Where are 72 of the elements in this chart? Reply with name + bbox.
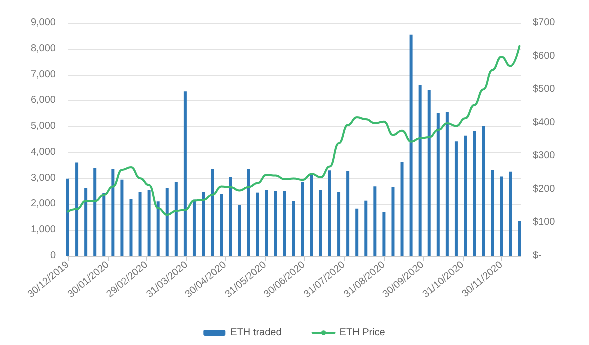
bar [211,169,214,256]
y-tick-label: 7,000 [30,69,56,80]
y-tick-label: 8,000 [30,43,56,54]
bar [310,173,314,256]
bar [220,194,224,256]
bar [319,190,322,256]
bar [436,113,440,256]
bar [374,186,377,256]
bar [500,176,504,256]
bar [301,182,304,256]
y-tick-label: 6,000 [30,95,56,106]
bar [328,170,332,256]
bar [120,180,124,256]
y-tick-label: 9,000 [30,18,56,28]
bar [174,182,178,256]
bar [192,200,196,256]
y2-tick-label: $500 [533,84,556,96]
line-series [67,45,521,216]
y2-tick-label: $400 [533,117,556,128]
y-tick-label: 3,000 [30,172,56,184]
bar [338,192,341,256]
bar [346,171,350,256]
bar [274,192,278,256]
bar [292,201,296,256]
bar [265,190,268,256]
bar [238,205,242,256]
bar [76,162,79,256]
bar [138,192,142,256]
bar [518,221,522,256]
bar [491,170,494,256]
y2-tick-label: $- [533,250,542,262]
bar [392,187,395,256]
bar [410,34,413,256]
bar [428,90,431,256]
legend-label: ETH Price [340,328,386,338]
bar [400,162,404,256]
bar [283,192,286,256]
bar [102,193,106,256]
bar [356,208,359,256]
bar [454,142,458,256]
y-tick-label: 5,000 [30,121,56,132]
bar [229,177,232,256]
bar [256,192,260,256]
y2-tick-label: $600 [533,50,556,62]
bar [148,190,151,256]
legend-label: ETH traded [230,328,282,338]
y-tick-label: 2,000 [30,198,56,210]
bar [112,170,115,256]
bar [130,199,133,256]
bar [184,92,187,256]
bar [166,188,169,256]
y2-tick-label: $700 [533,18,556,28]
bar [66,178,70,256]
bar [473,131,476,256]
y2-tick-label: $300 [533,150,556,162]
bar [84,188,88,256]
bar [364,200,368,256]
y-tick-label: 0 [50,250,56,262]
y-tick-label: 4,000 [30,146,56,158]
y-tick-label: 1,000 [30,224,56,236]
bar [509,172,512,256]
bar [464,136,468,256]
bar [482,126,486,256]
bar [156,202,160,256]
bar [94,168,97,256]
bar [202,192,206,256]
y2-tick-label: $200 [533,184,556,195]
bar [382,212,386,256]
bar [247,169,250,256]
y2-tick-label: $100 [533,217,556,228]
bar [446,112,449,256]
bar [418,85,422,256]
